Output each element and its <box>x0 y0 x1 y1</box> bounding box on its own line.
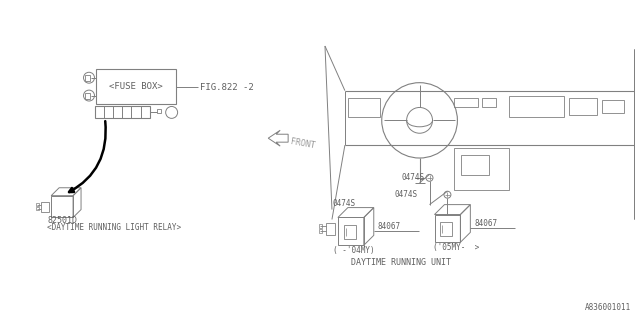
Bar <box>454 148 509 190</box>
Text: <FUSE BOX>: <FUSE BOX> <box>109 82 163 91</box>
Bar <box>509 96 564 117</box>
Bar <box>157 109 161 113</box>
Text: ( -'04MY): ( -'04MY) <box>333 246 374 255</box>
Bar <box>461 155 489 175</box>
Text: DAYTIME RUNNING UNIT: DAYTIME RUNNING UNIT <box>351 258 451 267</box>
Bar <box>326 223 335 235</box>
Bar <box>344 225 356 239</box>
Bar <box>440 222 452 236</box>
Text: 84067: 84067 <box>474 220 497 228</box>
Bar <box>51 196 73 218</box>
Bar <box>96 69 175 105</box>
Bar <box>338 218 364 245</box>
Text: FIG.822 -2: FIG.822 -2 <box>200 83 253 92</box>
Bar <box>602 100 623 113</box>
Bar <box>454 98 478 108</box>
Text: ('05MY-  >: ('05MY- > <box>433 243 479 252</box>
Text: <DAYTIME RUNNING LIGHT RELAY>: <DAYTIME RUNNING LIGHT RELAY> <box>47 223 181 232</box>
Bar <box>41 202 49 212</box>
Bar <box>435 214 460 242</box>
Bar <box>483 98 496 108</box>
Text: A836001011: A836001011 <box>584 303 630 312</box>
Bar <box>36 207 39 210</box>
Bar <box>348 98 380 117</box>
Bar <box>36 203 39 206</box>
Text: 82501D: 82501D <box>47 216 77 226</box>
Bar <box>85 92 90 99</box>
Text: 0474S: 0474S <box>395 190 418 199</box>
Bar <box>319 229 322 233</box>
Bar <box>85 75 90 81</box>
Text: 0474S: 0474S <box>402 173 425 182</box>
Bar <box>319 224 322 228</box>
Text: 0474S: 0474S <box>333 199 356 208</box>
Text: FRONT: FRONT <box>290 137 316 150</box>
Bar <box>95 107 150 118</box>
Bar <box>569 98 596 116</box>
Text: 84067: 84067 <box>378 222 401 231</box>
